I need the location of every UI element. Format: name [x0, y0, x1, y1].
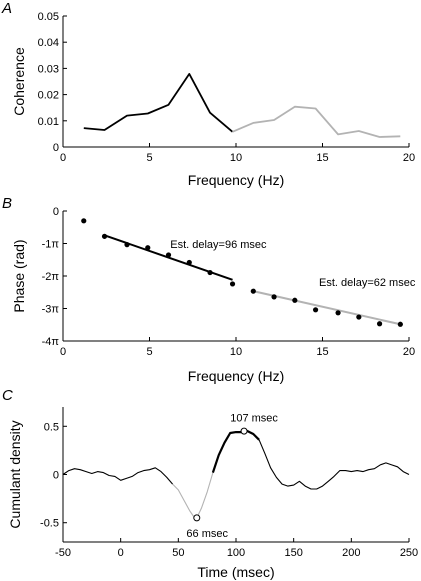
data-point [250, 288, 256, 294]
y-tick-label: 0 [53, 470, 59, 482]
panel-letter: B [2, 195, 12, 212]
panel-letter: C [2, 387, 13, 404]
x-axis-label: Frequency (Hz) [188, 368, 284, 384]
x-tick-label: 15 [316, 152, 328, 164]
y-tick-label: 0.04 [38, 37, 59, 49]
data-point [356, 314, 362, 320]
y-tick-label: -1π [42, 239, 60, 251]
y-tick-label: 0.05 [38, 11, 59, 23]
x-tick-label: 5 [146, 346, 152, 358]
x-tick-label: 0 [60, 346, 66, 358]
fit-line-2 [253, 290, 401, 326]
data-point [335, 310, 341, 316]
x-tick-label: 150 [284, 547, 302, 559]
y-axis-label: Cumulant density [7, 420, 23, 528]
y-tick-label: 0 [53, 206, 59, 218]
data-point [101, 233, 108, 239]
series-line-1 [83, 73, 234, 133]
y-tick-label: 0.02 [38, 90, 59, 102]
y-tick-label: -2π [42, 271, 60, 283]
x-tick-label: 200 [342, 547, 360, 559]
peak-marker [193, 514, 201, 522]
panel-letter: A [1, 0, 12, 17]
peak-marker [240, 427, 248, 435]
data-point [145, 245, 151, 251]
fit-annotation-1: Est. delay=96 msec [170, 239, 267, 251]
data-point [124, 242, 130, 248]
series-line-1 [62, 467, 174, 485]
panel-c: C -50 0 50 100 150 200 250 -0.5 0 0.5 Time (msec) Cu… [2, 387, 418, 580]
data-point [165, 252, 172, 258]
y-tick-label: -0.5 [40, 518, 59, 530]
x-tick-label: 10 [230, 346, 242, 358]
x-tick-label: 15 [316, 346, 328, 358]
y-tick-label: 0.01 [38, 116, 59, 128]
x-tick-label: 100 [227, 547, 245, 559]
x-tick-label: 20 [403, 346, 415, 358]
data-point [229, 281, 236, 287]
x-axis-label: Frequency (Hz) [188, 172, 284, 188]
y-tick-label: 0 [53, 142, 59, 154]
x-axis-label: Time (msec) [197, 564, 274, 580]
data-point [376, 321, 383, 327]
fit-annotation-2: Est. delay=62 msec [319, 277, 416, 289]
x-tick-label: 0 [60, 152, 66, 164]
series-line-4 [258, 439, 410, 490]
x-tick-label: -50 [55, 547, 71, 559]
y-tick-label: 0.03 [38, 63, 59, 75]
data-point [81, 218, 87, 224]
x-tick-label: 20 [403, 152, 415, 164]
panel-a: A 0 5 10 15 20 0 0.01 0.02 0.03 0.04 0.05 Frequency … [1, 0, 415, 188]
series-line-3 [211, 430, 260, 473]
data-point [312, 307, 319, 313]
y-axis-label: Phase (rad) [11, 239, 27, 312]
y-tick-label: -3π [42, 304, 60, 316]
peak-annotation: 66 msec [186, 528, 228, 540]
data-point [207, 269, 213, 276]
panel-b: B 0 5 10 15 20 0 -1π -2π -3π -4π Frequency (Hz) Phas… [2, 195, 416, 384]
y-tick-label: -4π [42, 336, 60, 348]
data-point [186, 259, 192, 266]
x-tick-label: 5 [146, 152, 152, 164]
x-tick-label: 50 [172, 547, 184, 559]
data-point [292, 297, 298, 303]
series-line-2 [172, 472, 214, 519]
x-tick-label: 250 [400, 547, 418, 559]
data-point [271, 294, 277, 300]
x-tick-label: 0 [118, 547, 124, 559]
y-axis-label: Coherence [11, 47, 27, 116]
y-tick-label: 0.5 [44, 421, 59, 433]
x-tick-label: 10 [230, 152, 242, 164]
series-line-2 [232, 105, 401, 138]
data-point [397, 321, 403, 327]
peak-annotation: 107 msec [230, 412, 278, 424]
